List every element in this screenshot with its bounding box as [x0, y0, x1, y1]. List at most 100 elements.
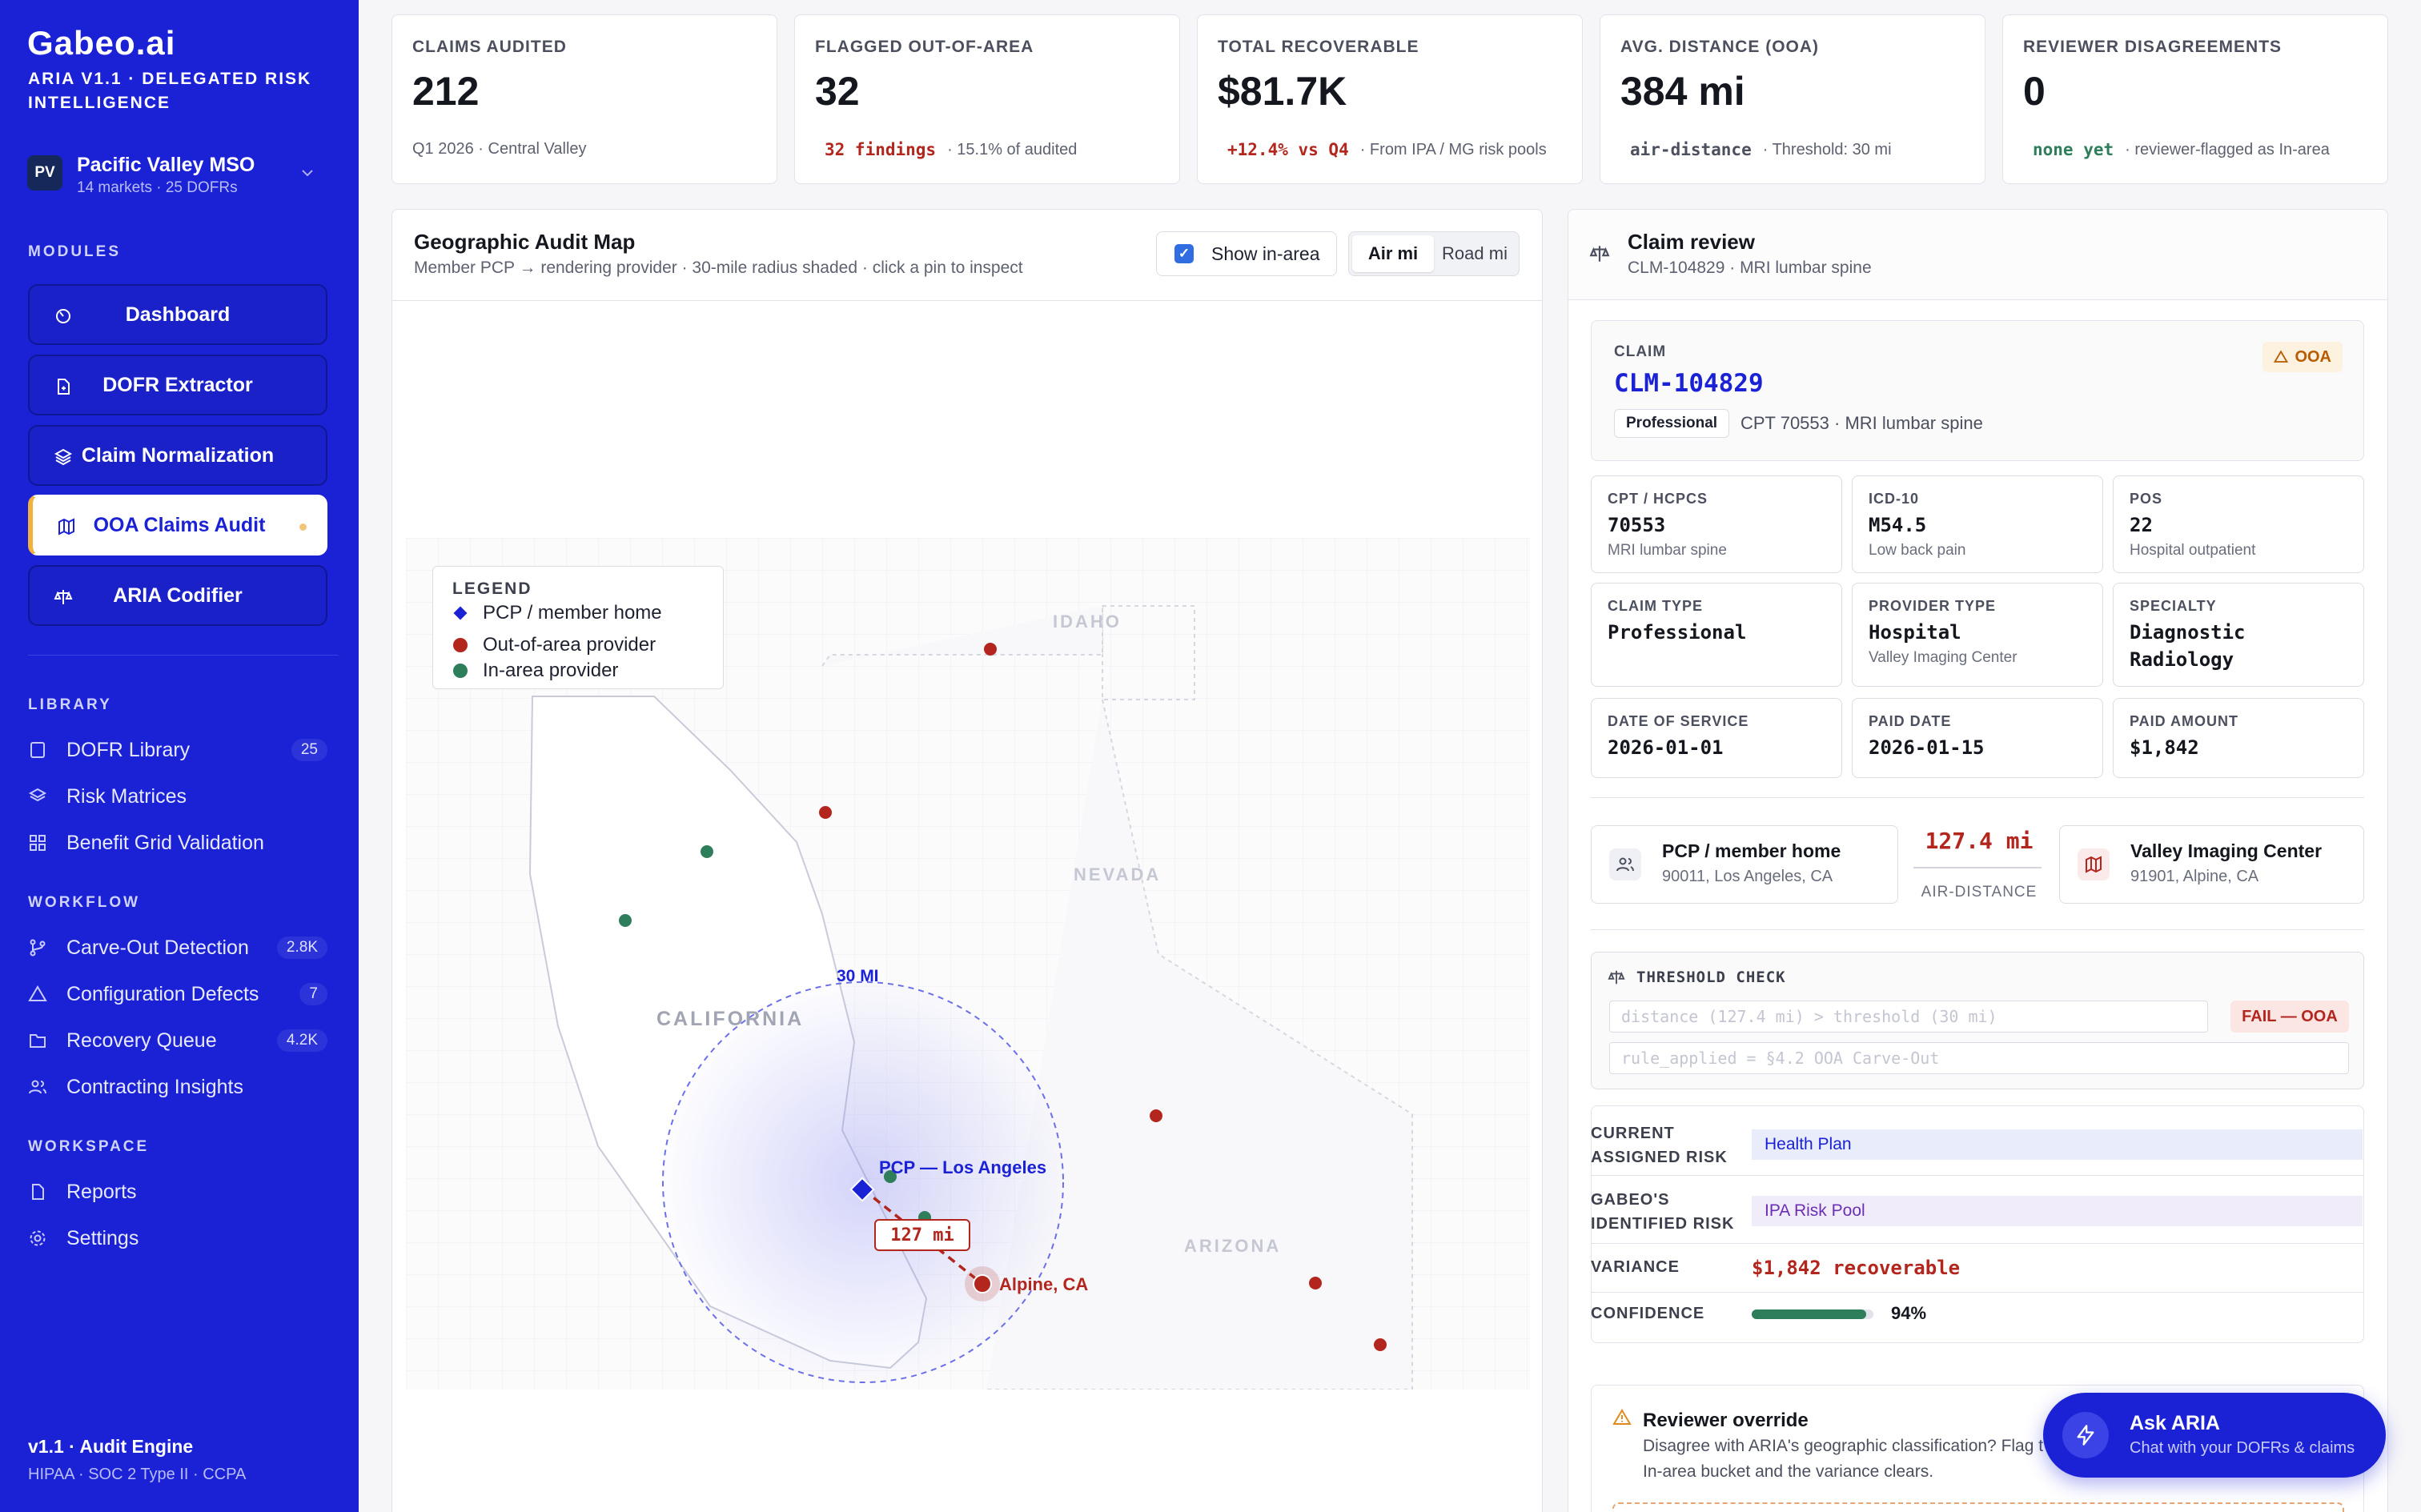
green-dot-icon — [453, 664, 468, 678]
in-area-provider-pin[interactable] — [701, 845, 713, 858]
red-dot-icon — [453, 638, 468, 652]
sidebar-item-reports[interactable]: Reports — [28, 1176, 327, 1208]
count-badge: 7 — [299, 983, 327, 1005]
stat-value: 32 — [815, 69, 860, 114]
field-key: PAID AMOUNT — [2130, 713, 2238, 729]
field-desc: Valley Imaging Center — [1869, 649, 2018, 666]
distance-callout: 127 mi — [874, 1219, 970, 1251]
field-icd10: ICD-10 M54.5 Low back pain — [1852, 475, 2103, 573]
sidebar-item-carve-out-detection[interactable]: Carve-Out Detection 2.8K — [28, 932, 327, 964]
stat-tag: none yet — [2033, 140, 2114, 159]
ooa-provider-pin[interactable] — [819, 806, 832, 819]
ask-aria-button[interactable]: Ask ARIA Chat with your DOFRs & claims — [2043, 1393, 2386, 1478]
field-desc: Hospital outpatient — [2130, 542, 2256, 559]
stat-note: · From IPA / MG risk pools — [1359, 140, 1547, 158]
module-label: OOA Claims Audit — [93, 513, 266, 536]
active-indicator — [299, 523, 307, 531]
destination-card: Valley Imaging Center 91901, Alpine, CA — [2059, 825, 2364, 904]
module-ooa-claims-audit[interactable]: OOA Claims Audit — [28, 495, 327, 555]
origin-title: PCP / member home — [1662, 840, 1841, 861]
stat-label: FLAGGED OUT-OF-AREA — [815, 38, 1034, 56]
field-paid-amount: PAID AMOUNT $1,842 — [2113, 698, 2364, 778]
override-text: Disagree with ARIA's geographic classifi… — [1643, 1437, 2044, 1455]
distance-line — [861, 1188, 984, 1285]
module-label: Dashboard — [125, 303, 231, 326]
distance-rule — [1913, 867, 2042, 868]
warning-icon — [28, 985, 47, 1001]
stat-card-reviewer-disagreements: REVIEWER DISAGREEMENTS 0 none yet · revie… — [2002, 14, 2388, 184]
chevron-down-icon — [302, 170, 313, 177]
module-dashboard[interactable]: Dashboard — [28, 284, 327, 345]
ooa-provider-pin[interactable] — [1374, 1338, 1387, 1351]
ooa-provider-pin[interactable] — [984, 643, 997, 656]
field-desc: Low back pain — [1869, 542, 1966, 559]
legend-title: LEGEND — [452, 580, 532, 598]
mode-road-button[interactable]: Road mi — [1442, 243, 1508, 263]
stat-note: · 15.1% of audited — [947, 140, 1078, 158]
state-boundaries — [821, 606, 1413, 1390]
field-value: 22 — [2130, 514, 2153, 536]
variance-value: $1,842 recoverable — [1752, 1257, 1961, 1279]
destination-title: Valley Imaging Center — [2130, 840, 2323, 861]
sidebar-item-configuration-defects[interactable]: Configuration Defects 7 — [28, 978, 327, 1010]
claim-type-badge: Professional — [1614, 409, 1730, 438]
sidebar-item-risk-matrices[interactable]: Risk Matrices — [28, 780, 327, 812]
module-aria-codifier[interactable]: ARIA Codifier — [28, 565, 327, 626]
override-dropzone[interactable] — [1612, 1502, 2344, 1512]
warning-icon — [1612, 1409, 1632, 1425]
stat-value: 0 — [2023, 69, 2046, 114]
divider — [1591, 1175, 2364, 1176]
origin-sub: 90011, Los Angeles, CA — [1662, 868, 1833, 885]
report-icon — [32, 1184, 44, 1200]
legend-label: Out-of-area provider — [483, 634, 656, 656]
show-in-area-toggle[interactable]: ✓ Show in-area — [1156, 231, 1337, 276]
scale-icon — [1589, 246, 1610, 262]
ooa-provider-pin[interactable] — [1150, 1109, 1162, 1122]
stat-card-avg-distance: AVG. DISTANCE (OOA) 384 mi air-distance ·… — [1600, 14, 1985, 184]
divider — [1591, 797, 2364, 798]
field-date-of-service: DATE OF SERVICE 2026-01-01 — [1591, 698, 1842, 778]
org-meta: 14 markets · 25 DOFRs — [77, 179, 238, 196]
module-label: DOFR Extractor — [102, 373, 253, 396]
lightning-icon — [2062, 1412, 2109, 1458]
legend-item-pcp: PCP / member home — [452, 602, 662, 624]
stat-tag: 32 findings — [825, 140, 937, 159]
pcp-home-pin[interactable] — [849, 1177, 875, 1202]
stat-tag: air-distance — [1630, 140, 1752, 159]
field-value: 70553 — [1608, 514, 1666, 536]
sidebar-item-contracting-insights[interactable]: Contracting Insights — [28, 1071, 327, 1103]
stat-label: CLAIMS AUDITED — [412, 38, 567, 56]
map-header-divider — [392, 300, 1542, 301]
org-switcher[interactable]: PV Pacific Valley MSO 14 markets · 25 DO… — [27, 152, 330, 200]
sidebar-item-recovery-queue[interactable]: Recovery Queue 4.2K — [28, 1025, 327, 1057]
stat-value: 384 mi — [1620, 69, 1745, 114]
in-area-provider-pin[interactable] — [884, 1170, 897, 1183]
sidebar-item-label: Carve-Out Detection — [66, 936, 249, 959]
stat-value: $81.7K — [1218, 69, 1347, 114]
field-value: $1,842 — [2130, 736, 2199, 759]
stat-note: Q1 2026 · Central Valley — [412, 140, 587, 158]
field-key: PAID DATE — [1869, 713, 1952, 729]
in-area-provider-pin[interactable] — [619, 914, 632, 927]
ooa-provider-pin[interactable] — [1309, 1277, 1322, 1289]
mode-air-button[interactable]: Air mi — [1352, 235, 1434, 272]
ooa-provider-pin-alpine[interactable] — [973, 1274, 992, 1293]
claim-id[interactable]: CLM-104829 — [1614, 369, 1764, 398]
org-avatar: PV — [27, 155, 62, 191]
module-claim-normalization[interactable]: Claim Normalization — [28, 425, 327, 486]
sidebar-item-settings[interactable]: Settings — [28, 1222, 327, 1254]
module-dofr-extractor[interactable]: DOFR Extractor — [28, 355, 327, 415]
field-key: DATE OF SERVICE — [1608, 713, 1749, 729]
confidence-track — [1752, 1309, 1873, 1319]
idaho-boundary — [1102, 605, 1195, 700]
section-modules: MODULES — [28, 243, 121, 260]
sidebar-item-dofr-library[interactable]: DOFR Library 25 — [28, 734, 327, 766]
legend-label: PCP / member home — [483, 602, 662, 624]
current-risk-value: Health Plan — [1752, 1129, 2363, 1160]
state-label-nevada: NEVADA — [1074, 864, 1162, 884]
claim-panel-title: Claim review — [1628, 230, 1755, 254]
sidebar-item-benefit-grid[interactable]: Benefit Grid Validation — [28, 827, 327, 859]
warning-icon — [2274, 350, 2289, 363]
field-key: CPT / HCPCS — [1608, 491, 1708, 507]
sidebar-divider — [28, 655, 339, 656]
